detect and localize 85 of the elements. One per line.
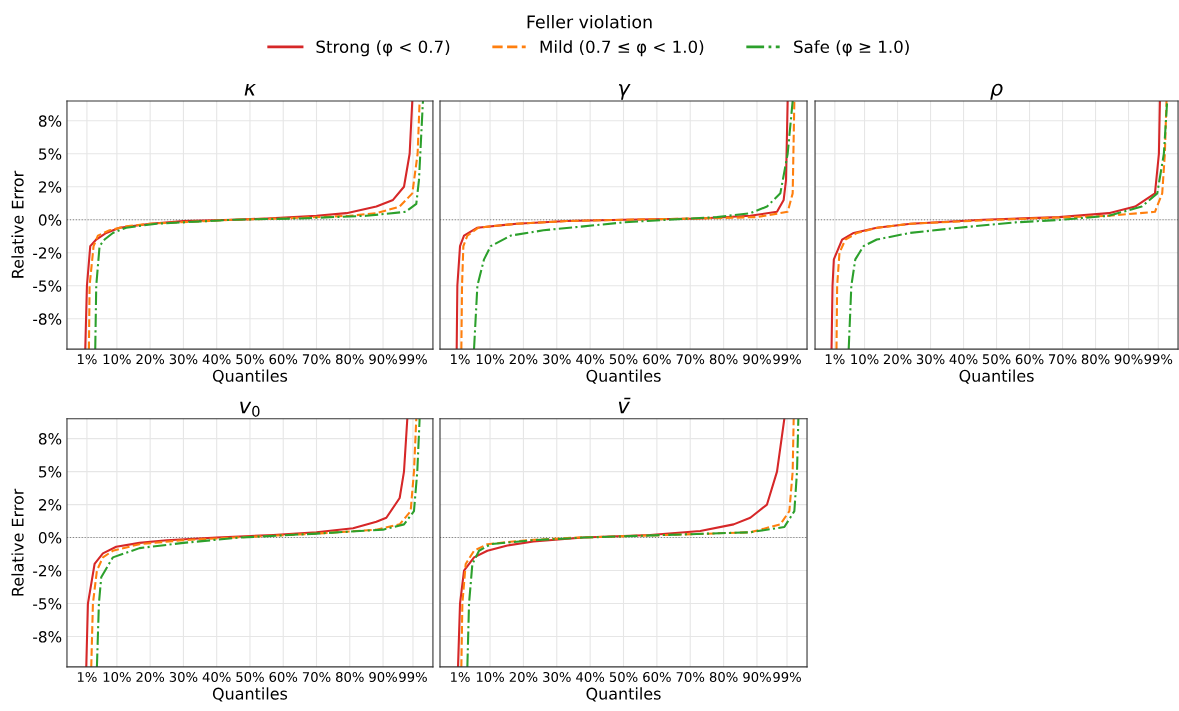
x-axis-title: Quantiles xyxy=(586,369,661,384)
x-tick-label: 20% xyxy=(136,354,165,365)
x-tick-label: 90% xyxy=(743,672,771,682)
x-tick-label: 60% xyxy=(643,672,671,682)
y-tick-label: -8% xyxy=(33,313,62,325)
y-tick-label: 8% xyxy=(38,433,62,445)
x-tick-label: 70% xyxy=(1048,354,1077,365)
x-tick-label: 20% xyxy=(509,354,538,365)
x-tick-label: 80% xyxy=(1081,354,1110,365)
x-tick-label: 90% xyxy=(1114,354,1143,365)
x-tick-label: 40% xyxy=(576,672,605,682)
x-tick-label: 1% xyxy=(77,672,97,682)
x-tick-label: 90% xyxy=(743,354,771,365)
legend-label: Strong (φ < 0.7) xyxy=(316,40,450,57)
x-tick-label: 1% xyxy=(451,672,470,682)
x-tick-label: 30% xyxy=(916,354,945,365)
x-tick-label: 50% xyxy=(236,354,264,365)
x-tick-label: 20% xyxy=(883,354,912,365)
x-tick-label: 99% xyxy=(399,354,427,365)
x-tick-label: 40% xyxy=(576,354,605,365)
x-tick-label: 10% xyxy=(476,354,504,365)
x-tick-label: 30% xyxy=(169,354,198,365)
x-tick-label: 60% xyxy=(643,354,671,365)
x-tick-label: 1% xyxy=(451,354,470,365)
x-tick-label: 10% xyxy=(851,354,879,365)
x-tick-label: 60% xyxy=(269,672,298,682)
x-tick-label: 70% xyxy=(676,672,705,682)
x-tick-label: 50% xyxy=(609,354,638,365)
y-tick-label: 0% xyxy=(38,532,62,544)
x-tick-label: 1% xyxy=(77,354,97,365)
y-tick-label: -8% xyxy=(33,631,62,643)
x-tick-label: 60% xyxy=(269,354,298,365)
x-tick-label: 1% xyxy=(825,354,845,365)
x-tick-label: 80% xyxy=(335,354,364,365)
x-tick-label: 10% xyxy=(476,672,504,682)
y-tick-label: 5% xyxy=(39,466,62,478)
x-tick-label: 20% xyxy=(509,672,538,682)
x-tick-label: 99% xyxy=(399,672,427,682)
y-tick-label: -2% xyxy=(33,247,62,259)
x-tick-label: 10% xyxy=(103,672,131,682)
x-axis-title: Quantiles xyxy=(212,369,288,384)
y-tick-label: 8% xyxy=(38,115,62,127)
x-tick-label: 80% xyxy=(709,354,738,365)
y-tick-label: -5% xyxy=(33,598,62,610)
x-tick-label: 70% xyxy=(302,672,331,682)
y-tick-label: 2% xyxy=(38,181,62,193)
y-axis-title: Relative Error xyxy=(11,170,24,278)
x-tick-label: 10% xyxy=(103,354,131,365)
chart-title: ρ xyxy=(990,83,1003,100)
chart-title: γ xyxy=(618,84,631,100)
x-tick-label: 20% xyxy=(136,672,165,682)
x-axis-title: Quantiles xyxy=(586,687,661,702)
x-tick-label: 80% xyxy=(335,672,364,682)
legend-label: Mild (0.7 ≤ φ < 1.0) xyxy=(540,40,704,57)
x-tick-label: 40% xyxy=(202,672,231,682)
y-tick-label: 0% xyxy=(38,214,62,226)
chart-title: v$_{0}$ xyxy=(240,401,260,417)
x-tick-label: 30% xyxy=(543,672,571,682)
chart-title: v̄ xyxy=(618,397,631,414)
x-tick-label: 70% xyxy=(676,354,705,365)
x-tick-label: 90% xyxy=(369,672,397,682)
x-tick-label: 50% xyxy=(236,672,264,682)
x-tick-label: 90% xyxy=(369,354,397,365)
x-tick-label: 70% xyxy=(302,354,331,365)
x-tick-label: 30% xyxy=(169,672,198,682)
x-axis-title: Quantiles xyxy=(959,369,1034,384)
x-tick-label: 30% xyxy=(543,354,571,365)
legend-label: Safe (φ ≥ 1.0) xyxy=(794,40,909,57)
x-tick-label: 50% xyxy=(609,672,638,682)
x-tick-label: 99% xyxy=(773,354,801,365)
y-tick-label: -5% xyxy=(33,280,62,292)
x-axis-title: Quantiles xyxy=(212,687,288,702)
y-tick-label: -2% xyxy=(33,565,62,577)
x-tick-label: 80% xyxy=(709,672,738,682)
chart-title: κ xyxy=(244,84,256,96)
y-axis-title: Relative Error xyxy=(11,488,24,596)
x-tick-label: 60% xyxy=(1015,354,1044,365)
x-tick-label: 99% xyxy=(1144,354,1173,365)
legend-title: Feller violation xyxy=(527,15,652,29)
x-tick-label: 40% xyxy=(949,354,978,365)
y-tick-label: 5% xyxy=(39,148,62,160)
x-tick-label: 99% xyxy=(773,672,801,682)
x-tick-label: 50% xyxy=(982,354,1011,365)
y-tick-label: 2% xyxy=(38,499,62,511)
x-tick-label: 40% xyxy=(202,354,231,365)
